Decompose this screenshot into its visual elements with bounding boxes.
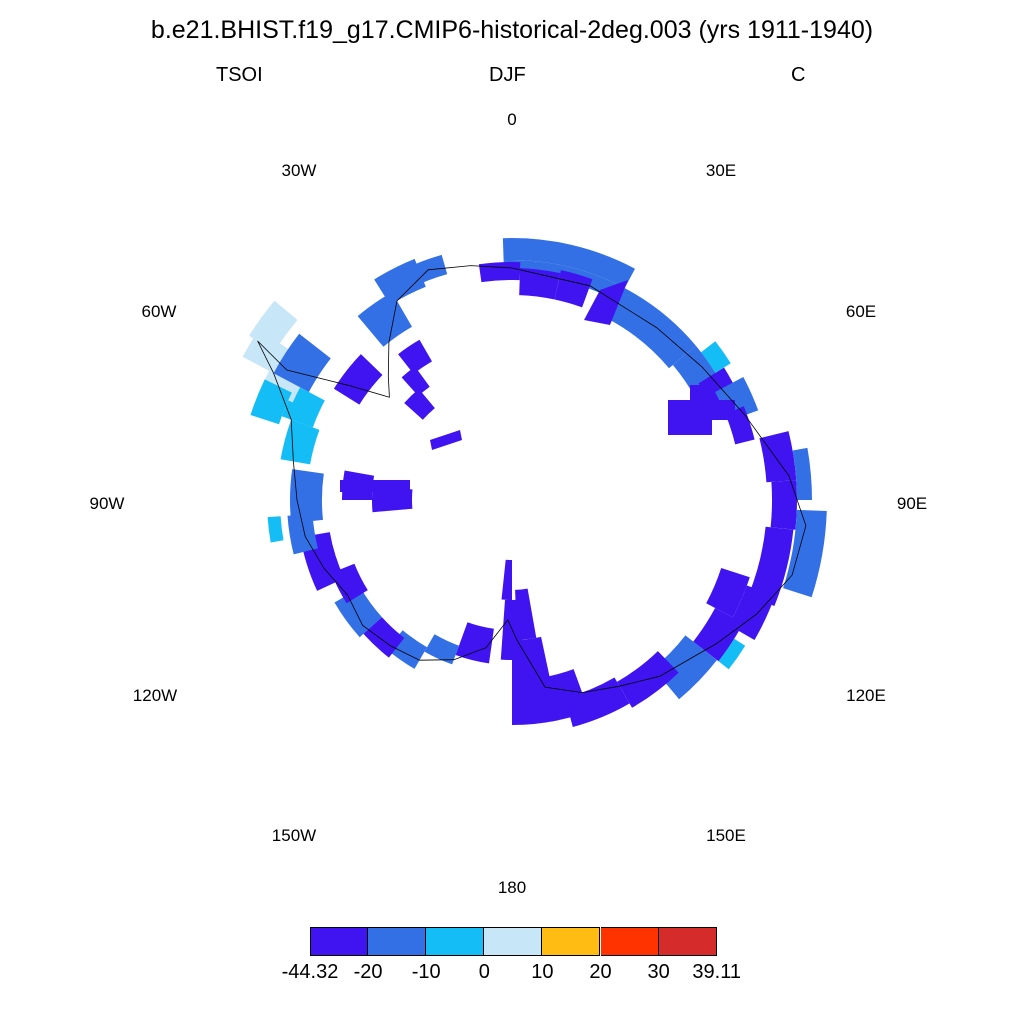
grid-cell: [478, 261, 521, 283]
lon-label-4: 120E: [846, 686, 886, 705]
variable-label: TSOI: [216, 64, 263, 86]
grid-cell: [512, 636, 559, 726]
page-title: b.e21.BHIST.f19_g17.CMIP6-historical-2de…: [150, 16, 874, 44]
lon-label-7: 150W: [271, 826, 317, 845]
grid-cell: [693, 608, 744, 662]
grid-cell: [701, 341, 731, 373]
colorbar-swatch-6: [658, 927, 717, 956]
colorbar-label-1: -20: [353, 961, 383, 983]
lon-label-3: 90E: [896, 494, 928, 513]
grid-cell: [242, 329, 289, 374]
grid-cell: [554, 270, 593, 308]
grid-cell: [653, 635, 717, 700]
colorbar-swatch-2: [426, 927, 485, 956]
grid-cell: [401, 366, 430, 396]
colorbar-swatch-1: [368, 927, 427, 956]
grid-cell: [250, 379, 292, 425]
grid-cell: [287, 514, 318, 555]
grid-cell: [371, 485, 413, 513]
colorbar-swatch-3: [484, 927, 543, 956]
lon-label-11: 30W: [281, 161, 317, 180]
grid-cell: [280, 419, 320, 465]
grid-cell: [398, 339, 432, 374]
grid-cell: [748, 526, 794, 606]
lon-label-5: 150E: [706, 826, 746, 845]
lon-label-10: 60W: [141, 302, 177, 321]
grid-cell: [357, 292, 412, 347]
lon-label-6: 180: [497, 878, 527, 897]
grid-cell: [565, 677, 630, 727]
grid-cell: [501, 559, 512, 601]
grid-cell: [455, 622, 494, 664]
colorbar-label-5: 20: [589, 961, 612, 983]
grid-cell: [706, 568, 750, 618]
lon-label-8: 120W: [132, 686, 178, 705]
coastline: [257, 265, 807, 694]
colorbar-swatch-4: [542, 927, 601, 956]
colorbar-swatch-0: [310, 927, 369, 956]
units-label: C: [791, 64, 806, 86]
colorbar-label-3: 0: [478, 961, 490, 983]
grid-cell: [290, 469, 324, 524]
grid-cell: [267, 516, 284, 543]
colorbar-label-6: 30: [647, 961, 670, 983]
grid-cell: [718, 638, 746, 670]
grid-cell: [404, 254, 448, 287]
colorbar-label-2: -10: [411, 961, 441, 983]
grid-cell: [519, 268, 561, 300]
grid-cell: [584, 280, 628, 325]
season-label: DJF: [489, 64, 526, 86]
grid-cell: [783, 509, 827, 598]
grid-cell: [668, 385, 735, 435]
colorbar-label-4: 10: [531, 961, 554, 983]
colorbar-label-7: 39.11: [692, 961, 741, 983]
lon-label-9: 90W: [89, 494, 125, 513]
lon-label-2: 60E: [845, 302, 877, 321]
grid-cell: [404, 388, 435, 420]
grid-cell: [770, 480, 797, 530]
colorbar-label-0: -44.32: [281, 961, 339, 983]
grid-cell: [502, 238, 635, 289]
lon-label-1: 30E: [705, 161, 737, 180]
lon-label-0: 0: [507, 110, 517, 129]
grid-cell: [340, 480, 410, 492]
colorbar-swatch-5: [600, 927, 659, 956]
grid-cell: [424, 634, 459, 665]
grid-cell: [759, 431, 797, 483]
grid-cell: [430, 430, 462, 450]
grid-cell: [608, 288, 696, 369]
grid-cell: [333, 354, 383, 405]
grid-cell: [792, 447, 812, 500]
grid-cell: [249, 300, 298, 352]
